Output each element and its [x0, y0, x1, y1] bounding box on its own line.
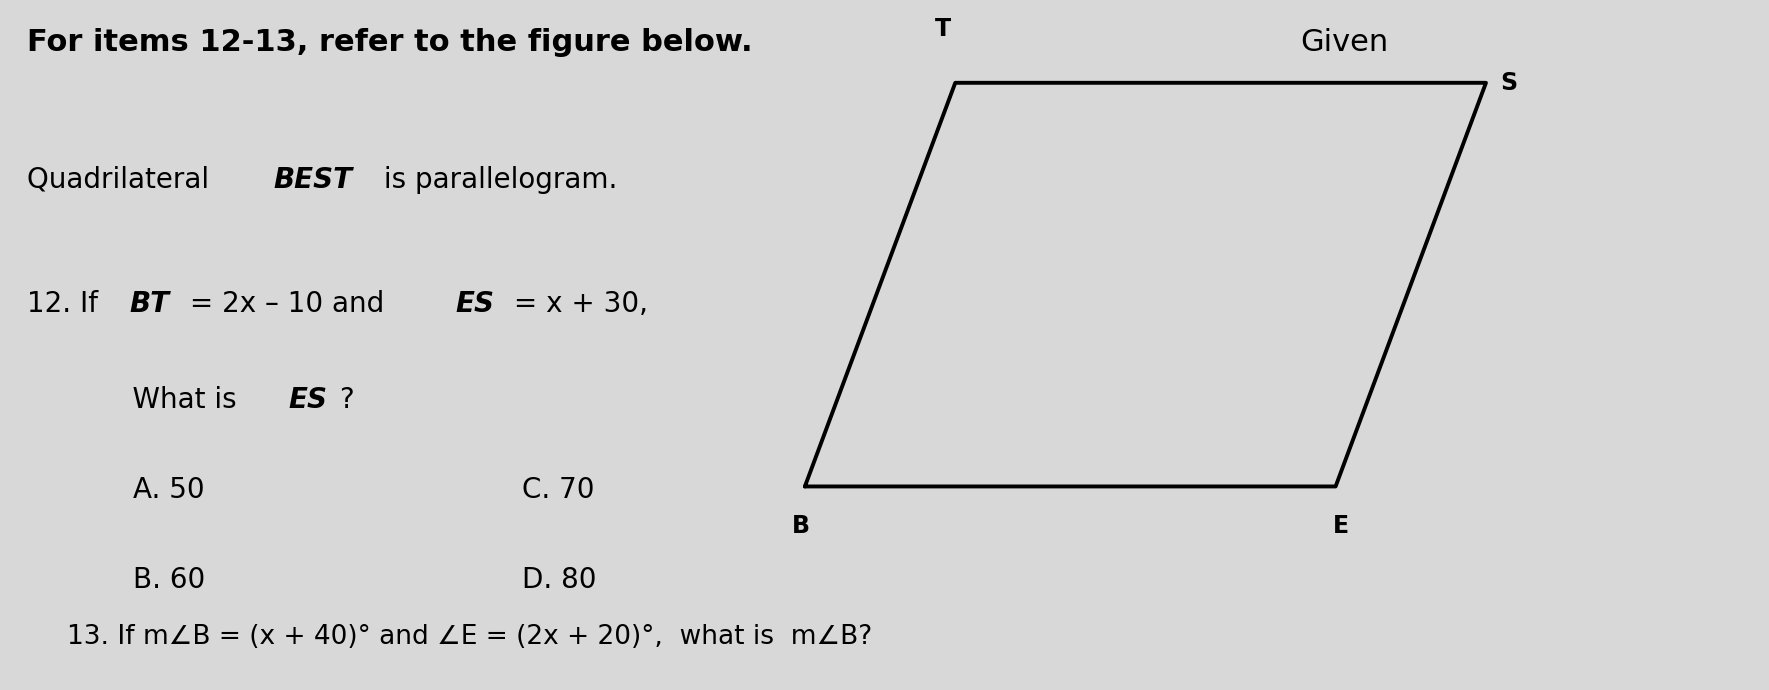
Text: 13. If m∠B = (x + 40)° and ∠E = (2x + 20)°,  what is  m∠B?: 13. If m∠B = (x + 40)° and ∠E = (2x + 20… [67, 624, 872, 651]
Text: S: S [1500, 71, 1518, 95]
Text: B: B [793, 514, 810, 538]
Text: What is: What is [97, 386, 246, 415]
Text: For items 12-13, refer to the figure below.: For items 12-13, refer to the figure bel… [27, 28, 752, 57]
Text: = x + 30,: = x + 30, [506, 290, 647, 318]
Text: ?: ? [340, 386, 354, 415]
Text: Given: Given [1300, 28, 1389, 57]
Text: = 2x – 10 and: = 2x – 10 and [180, 290, 393, 318]
Text: BEST: BEST [272, 166, 352, 194]
Text: ES: ES [288, 386, 327, 415]
Text: is parallelogram.: is parallelogram. [375, 166, 617, 194]
Text: BT: BT [129, 290, 170, 318]
Text: D. 80: D. 80 [522, 566, 596, 594]
Text: ES: ES [455, 290, 494, 318]
Text: E: E [1332, 514, 1350, 538]
Text: B. 60: B. 60 [133, 566, 205, 594]
Text: C. 70: C. 70 [522, 476, 594, 504]
Text: T: T [934, 17, 952, 41]
Text: 12. If: 12. If [27, 290, 106, 318]
Text: A. 50: A. 50 [133, 476, 203, 504]
Text: Quadrilateral: Quadrilateral [27, 166, 218, 194]
